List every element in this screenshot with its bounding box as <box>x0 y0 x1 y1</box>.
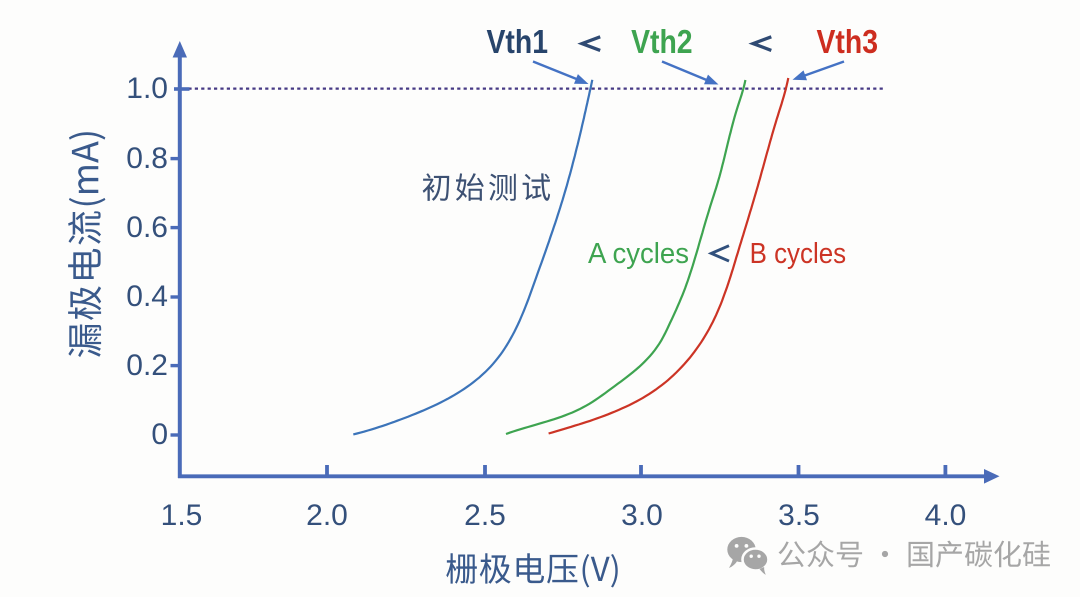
svg-text:Vth1: Vth1 <box>487 23 549 60</box>
svg-text:A cycles: A cycles <box>588 238 689 270</box>
svg-text:Vth2: Vth2 <box>631 23 693 60</box>
svg-text:B cycles: B cycles <box>750 238 847 270</box>
svg-text:Vth3: Vth3 <box>817 23 879 60</box>
